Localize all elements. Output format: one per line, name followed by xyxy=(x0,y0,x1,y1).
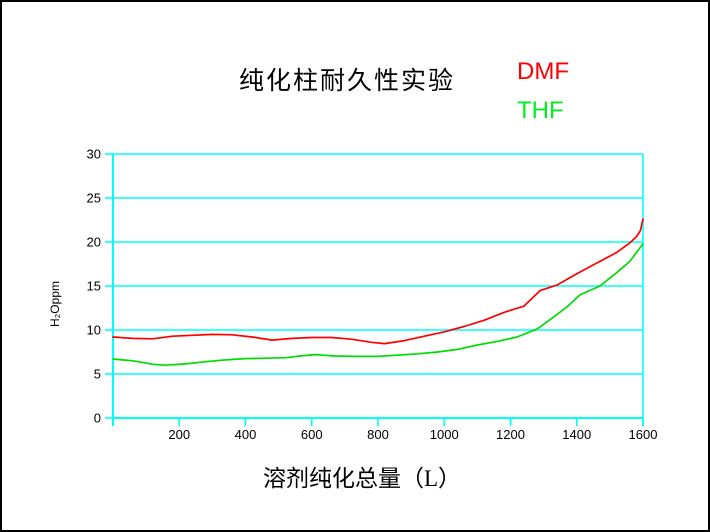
x-tick-label-800: 800 xyxy=(367,427,389,442)
legend-item-thf: THF xyxy=(517,97,564,124)
y-tick-label-15: 15 xyxy=(87,279,101,294)
x-tick-label-1200: 1200 xyxy=(496,427,525,442)
y-tick-label-10: 10 xyxy=(87,323,101,338)
x-tick-label-1600: 1600 xyxy=(629,427,658,442)
legend-item-dmf: DMF xyxy=(517,58,569,85)
x-axis-title: 溶剂纯化总量（L） xyxy=(262,466,462,491)
x-tick-label-400: 400 xyxy=(235,427,257,442)
x-tick-label-200: 200 xyxy=(168,427,190,442)
y-tick-label-25: 25 xyxy=(87,191,101,206)
x-tick-label-1400: 1400 xyxy=(562,427,591,442)
x-tick-label-600: 600 xyxy=(301,427,323,442)
chart-title: 纯化柱耐久性实验 xyxy=(238,67,455,95)
series-line-dmf xyxy=(112,218,644,345)
y-tick-label-20: 20 xyxy=(87,235,101,250)
series-line-thf xyxy=(112,242,644,367)
x-tick-label-1000: 1000 xyxy=(430,427,459,442)
y-tick-label-0: 0 xyxy=(94,411,101,426)
y-tick-label-30: 30 xyxy=(87,147,101,162)
y-tick-label-5: 5 xyxy=(94,367,101,382)
